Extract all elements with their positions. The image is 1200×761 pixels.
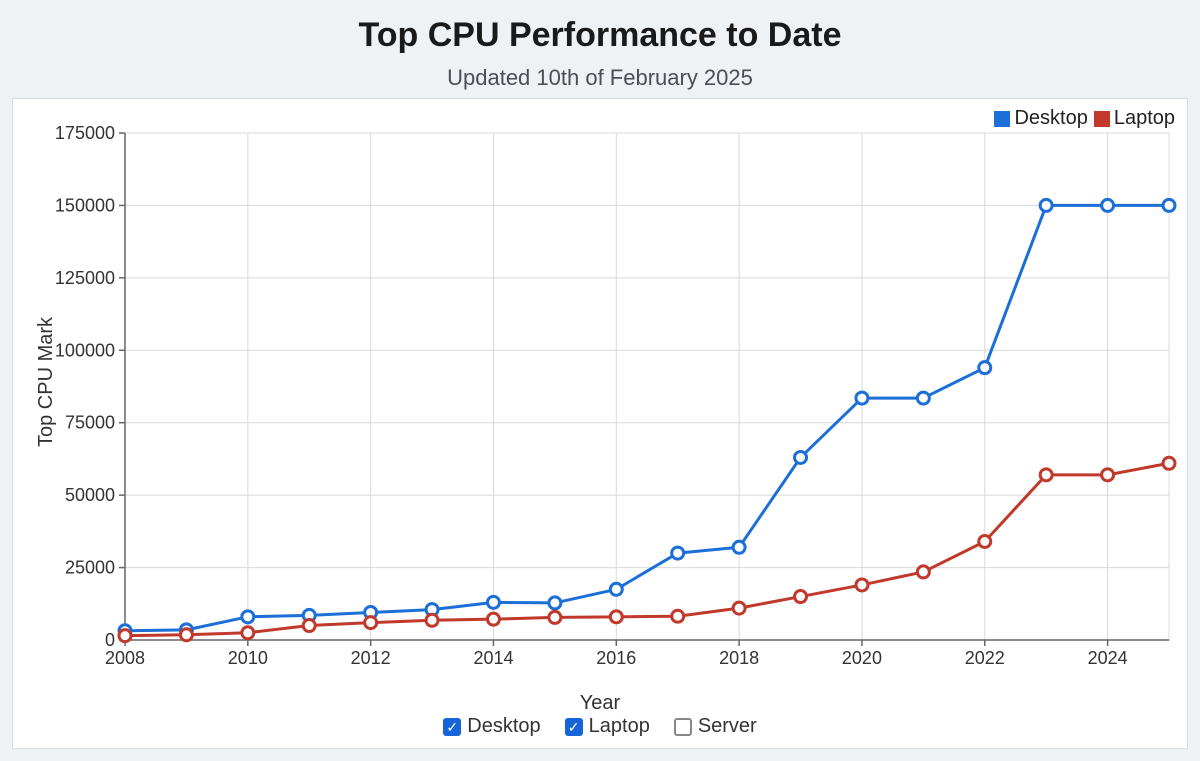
series-marker-laptop — [979, 535, 991, 547]
toggle-label: Desktop — [467, 715, 540, 738]
y-tick-label: 25000 — [65, 558, 115, 578]
series-marker-laptop — [549, 611, 561, 623]
series-marker-desktop — [672, 547, 684, 559]
x-tick-label: 2024 — [1088, 648, 1128, 668]
series-marker-desktop — [917, 392, 929, 404]
series-marker-laptop — [610, 611, 622, 623]
page: Top CPU Performance to Date Updated 10th… — [0, 0, 1200, 761]
toggle-label: Server — [698, 715, 757, 738]
series-marker-laptop — [303, 620, 315, 632]
x-tick-label: 2010 — [228, 648, 268, 668]
series-marker-laptop — [487, 613, 499, 625]
x-tick-label: 2018 — [719, 648, 759, 668]
checkbox-icon — [674, 718, 692, 736]
chart-subtitle: Updated 10th of February 2025 — [0, 65, 1200, 91]
series-marker-desktop — [487, 596, 499, 608]
series-marker-laptop — [119, 630, 131, 642]
series-controls: Desktop Laptop Server — [13, 715, 1187, 738]
series-marker-laptop — [795, 591, 807, 603]
series-marker-laptop — [426, 614, 438, 626]
series-marker-desktop — [733, 541, 745, 553]
series-marker-desktop — [242, 611, 254, 623]
series-marker-laptop — [856, 579, 868, 591]
series-marker-desktop — [856, 392, 868, 404]
series-line-desktop — [125, 205, 1169, 630]
x-tick-label: 2016 — [596, 648, 636, 668]
chart-panel: DesktopLaptop Top CPU Mark 0250005000075… — [12, 98, 1188, 749]
series-marker-laptop — [1040, 469, 1052, 481]
toggle-desktop[interactable]: Desktop — [443, 715, 540, 738]
series-marker-laptop — [733, 602, 745, 614]
checkbox-icon — [443, 718, 461, 736]
series-line-laptop — [125, 463, 1169, 635]
series-marker-desktop — [1040, 199, 1052, 211]
chart-plot: 0 25000 50000 75000 100000 125000 150000 175000… — [13, 99, 1189, 706]
y-tick-label: 0 — [105, 630, 115, 650]
series-marker-laptop — [365, 617, 377, 629]
x-tick-label: 2014 — [473, 648, 513, 668]
x-tick-label: 2022 — [965, 648, 1005, 668]
series-marker-desktop — [610, 583, 622, 595]
series-marker-laptop — [1163, 457, 1175, 469]
series-marker-desktop — [1163, 199, 1175, 211]
x-tick-label: 2012 — [351, 648, 391, 668]
series-marker-laptop — [242, 627, 254, 639]
checkbox-icon — [565, 718, 583, 736]
series-marker-laptop — [672, 610, 684, 622]
y-tick-label: 175000 — [55, 123, 115, 143]
x-tick-label: 2020 — [842, 648, 882, 668]
series-marker-laptop — [917, 566, 929, 578]
toggle-laptop[interactable]: Laptop — [565, 715, 650, 738]
x-tick-label: 2008 — [105, 648, 145, 668]
x-axis-label: Year — [13, 692, 1187, 715]
series-marker-desktop — [549, 597, 561, 609]
y-tick-label: 125000 — [55, 268, 115, 288]
series-marker-laptop — [1102, 469, 1114, 481]
series-marker-desktop — [979, 362, 991, 374]
chart-title: Top CPU Performance to Date — [0, 0, 1200, 55]
toggle-label: Laptop — [589, 715, 650, 738]
series-marker-laptop — [180, 629, 192, 641]
y-tick-label: 150000 — [55, 195, 115, 215]
series-marker-desktop — [795, 451, 807, 463]
y-tick-label: 100000 — [55, 340, 115, 360]
series-marker-desktop — [1102, 199, 1114, 211]
y-tick-label: 75000 — [65, 413, 115, 433]
toggle-server[interactable]: Server — [674, 715, 757, 738]
y-tick-label: 50000 — [65, 485, 115, 505]
